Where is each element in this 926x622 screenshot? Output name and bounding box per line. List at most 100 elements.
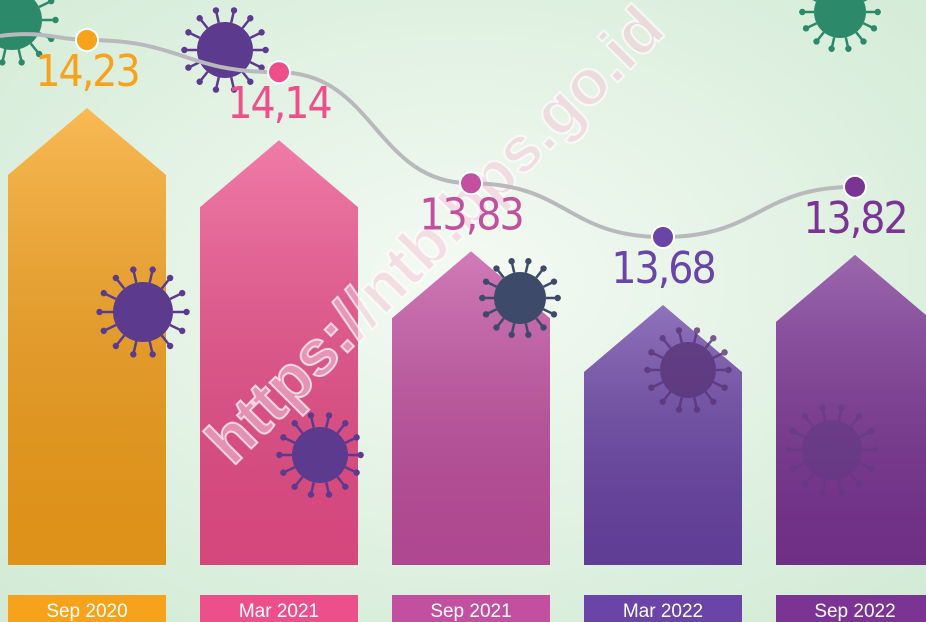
virus-tip — [693, 327, 701, 334]
virus-tip — [867, 465, 875, 473]
virus-tip — [799, 8, 806, 16]
virus-tip — [230, 86, 238, 93]
virus-tip — [860, 38, 867, 45]
value-label: 13,68 — [611, 243, 714, 294]
line-dot — [651, 225, 675, 249]
virus-tip — [149, 266, 156, 273]
virus-tip — [196, 78, 203, 85]
virus-icon — [644, 327, 732, 413]
virus-icon — [799, 0, 881, 52]
value-label: 14,23 — [35, 46, 138, 97]
virus-tip — [247, 15, 254, 22]
virus-tip — [258, 29, 265, 36]
category-label: Sep 2022 — [814, 601, 895, 622]
category-box — [200, 595, 358, 622]
virus-tip — [47, 0, 55, 5]
line-dot — [75, 28, 99, 52]
virus-tip — [828, 45, 835, 52]
virus-tip — [508, 331, 515, 338]
virus-tip — [855, 412, 863, 420]
virus-tip — [100, 289, 108, 297]
virus-tip — [508, 258, 515, 265]
virus-tip — [540, 324, 547, 331]
virus-tip — [100, 327, 108, 335]
virus-tip — [693, 406, 701, 413]
virus-tip — [178, 289, 186, 297]
value-label: 13,83 — [419, 189, 522, 240]
virus-tip — [540, 265, 547, 272]
virus-tip — [262, 46, 269, 54]
virus-tip — [554, 294, 561, 302]
virus-tip — [550, 311, 558, 318]
category-box — [392, 595, 550, 622]
virus-body — [802, 420, 862, 480]
category-label: Sep 2020 — [46, 601, 127, 622]
virus-tip — [212, 7, 220, 14]
line-dot — [459, 171, 483, 196]
line-layer: 14,23 14,14 13,83 13,68 13,82 — [0, 28, 909, 294]
virus-tip — [675, 406, 683, 413]
virus-tip — [307, 412, 315, 419]
virus-tip — [18, 59, 25, 66]
virus-tip — [648, 349, 655, 356]
bar-shade — [776, 254, 926, 565]
virus-tip — [482, 278, 490, 285]
virus-tip — [867, 427, 875, 435]
virus-body — [494, 272, 546, 324]
virus-tip — [291, 483, 298, 490]
virus-icon — [479, 258, 561, 338]
virus-icon — [96, 266, 190, 358]
virus-body — [814, 0, 866, 38]
virus-tip — [525, 331, 532, 338]
virus-tip — [710, 398, 717, 405]
virus-tip — [0, 59, 6, 66]
virus-tip — [493, 324, 500, 331]
virus-tip — [870, 25, 878, 32]
virus-tip — [280, 469, 287, 476]
virus-tip — [785, 446, 792, 454]
virus-tip — [280, 434, 287, 441]
virus-tip — [648, 384, 655, 391]
virus-tip — [342, 483, 349, 490]
virus-tip — [247, 78, 254, 85]
virus-tip — [258, 64, 265, 71]
decorations — [0, 0, 881, 498]
virus-tip — [185, 64, 192, 71]
virus-tip — [813, 38, 820, 45]
virus-tip — [178, 327, 186, 335]
virus-tip — [801, 480, 809, 488]
virus-tip — [342, 420, 349, 427]
virus-tip — [130, 351, 137, 358]
category-label: Sep 2021 — [430, 601, 511, 622]
virus-tip — [112, 342, 120, 350]
category-box — [584, 595, 742, 622]
virus-tip — [789, 427, 797, 435]
virus-tip — [35, 50, 43, 58]
value-label: 13,82 — [803, 193, 906, 244]
virus-tip — [112, 274, 120, 282]
virus-tip — [479, 294, 486, 302]
virus-tip — [525, 258, 532, 265]
line-dot — [267, 60, 291, 85]
virus-tip — [845, 45, 852, 52]
virus-body — [113, 282, 173, 342]
virus-tip — [196, 15, 203, 22]
virus-tip — [493, 265, 500, 272]
virus-tip — [353, 469, 360, 476]
virus-tip — [644, 366, 651, 374]
virus-tip — [838, 404, 845, 411]
virus-tip — [357, 451, 364, 459]
virus-tip — [872, 446, 879, 454]
virus-tip — [325, 491, 333, 498]
virus-tip — [185, 29, 192, 36]
virus-tip — [659, 335, 666, 342]
bar-shade — [8, 108, 166, 565]
virus-tip — [307, 491, 315, 498]
virus-tip — [353, 434, 360, 441]
virus-tip — [838, 489, 845, 496]
category-label: Mar 2022 — [623, 601, 703, 622]
virus-icon — [276, 412, 364, 498]
virus-tip — [212, 86, 220, 93]
virus-icon — [785, 404, 879, 496]
